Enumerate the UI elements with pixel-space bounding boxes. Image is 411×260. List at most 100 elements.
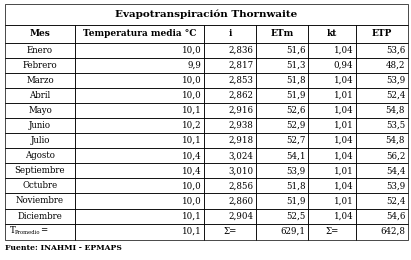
Bar xyxy=(256,73,308,88)
Bar xyxy=(5,148,75,163)
Text: 1,01: 1,01 xyxy=(333,197,353,205)
Bar xyxy=(308,25,356,43)
Bar xyxy=(5,73,75,88)
Bar xyxy=(356,25,408,43)
Text: Promedio: Promedio xyxy=(15,230,41,236)
Bar xyxy=(5,88,75,103)
Bar xyxy=(308,224,356,240)
Bar xyxy=(5,58,75,73)
Text: 56,2: 56,2 xyxy=(386,151,405,160)
Bar xyxy=(5,209,75,224)
Text: 53,9: 53,9 xyxy=(286,166,306,175)
Bar xyxy=(308,73,356,88)
Bar xyxy=(256,193,308,209)
Text: 1,04: 1,04 xyxy=(334,151,353,160)
Bar xyxy=(256,163,308,178)
Bar xyxy=(256,148,308,163)
Text: 53,6: 53,6 xyxy=(386,46,405,55)
Bar xyxy=(308,88,356,103)
Text: 10,0: 10,0 xyxy=(182,197,201,205)
Text: 629,1: 629,1 xyxy=(281,227,306,236)
Text: Enero: Enero xyxy=(27,46,53,55)
Text: 2,862: 2,862 xyxy=(229,91,254,100)
Bar xyxy=(75,103,204,118)
Bar xyxy=(308,133,356,148)
Text: Mayo: Mayo xyxy=(28,106,52,115)
Bar xyxy=(204,193,256,209)
Text: Abril: Abril xyxy=(29,91,51,100)
Bar xyxy=(356,118,408,133)
Text: 52,6: 52,6 xyxy=(286,106,306,115)
Bar xyxy=(204,118,256,133)
Bar xyxy=(75,88,204,103)
Text: Septiembre: Septiembre xyxy=(15,166,65,175)
Bar xyxy=(308,209,356,224)
Bar xyxy=(5,163,75,178)
Text: 10,1: 10,1 xyxy=(182,227,201,236)
Bar xyxy=(356,73,408,88)
Text: 1,01: 1,01 xyxy=(333,91,353,100)
Bar xyxy=(356,88,408,103)
Text: Σ=: Σ= xyxy=(224,227,237,236)
Bar xyxy=(75,25,204,43)
Bar xyxy=(204,148,256,163)
Text: 51,8: 51,8 xyxy=(286,76,306,85)
Bar xyxy=(356,224,408,240)
Text: 1,04: 1,04 xyxy=(334,212,353,220)
Bar xyxy=(5,25,75,43)
Text: 10,0: 10,0 xyxy=(182,181,201,190)
Text: 10,4: 10,4 xyxy=(182,151,201,160)
Text: Noviembre: Noviembre xyxy=(16,197,64,205)
Bar xyxy=(75,209,204,224)
Text: 9,9: 9,9 xyxy=(188,61,201,70)
Bar xyxy=(75,133,204,148)
Text: ETm: ETm xyxy=(270,29,294,38)
Text: Σ=: Σ= xyxy=(325,227,339,236)
Text: 1,01: 1,01 xyxy=(333,121,353,130)
Bar xyxy=(75,224,204,240)
Bar xyxy=(75,148,204,163)
Text: Febrero: Febrero xyxy=(23,61,57,70)
Bar xyxy=(5,118,75,133)
Text: 10,1: 10,1 xyxy=(182,136,201,145)
Bar xyxy=(75,193,204,209)
Text: 52,5: 52,5 xyxy=(286,212,306,220)
Text: 53,9: 53,9 xyxy=(386,181,405,190)
Bar xyxy=(356,103,408,118)
Text: 2,904: 2,904 xyxy=(229,212,254,220)
Bar xyxy=(356,58,408,73)
Bar xyxy=(204,163,256,178)
Text: 2,916: 2,916 xyxy=(229,106,254,115)
Text: 51,6: 51,6 xyxy=(286,46,306,55)
Text: 53,5: 53,5 xyxy=(386,121,405,130)
Bar xyxy=(5,4,408,25)
Bar xyxy=(256,209,308,224)
Bar xyxy=(308,163,356,178)
Bar xyxy=(256,224,308,240)
Text: 10,4: 10,4 xyxy=(182,166,201,175)
Text: 52,9: 52,9 xyxy=(286,121,306,130)
Text: 0,94: 0,94 xyxy=(334,61,353,70)
Text: 10,0: 10,0 xyxy=(182,91,201,100)
Text: 1,04: 1,04 xyxy=(334,46,353,55)
Bar xyxy=(356,43,408,58)
Bar xyxy=(256,103,308,118)
Text: 3,010: 3,010 xyxy=(229,166,254,175)
Text: 1,04: 1,04 xyxy=(334,136,353,145)
Text: T: T xyxy=(10,226,16,235)
Text: i: i xyxy=(229,29,232,38)
Text: Diciembre: Diciembre xyxy=(18,212,62,220)
Bar xyxy=(308,148,356,163)
Text: 54,8: 54,8 xyxy=(386,136,405,145)
Text: 10,1: 10,1 xyxy=(182,106,201,115)
Bar xyxy=(75,58,204,73)
Bar xyxy=(356,209,408,224)
Bar xyxy=(5,224,75,240)
Text: 10,2: 10,2 xyxy=(182,121,201,130)
Text: 51,9: 51,9 xyxy=(286,197,306,205)
Bar xyxy=(75,73,204,88)
Bar xyxy=(204,178,256,193)
Text: 10,1: 10,1 xyxy=(182,212,201,220)
Text: 48,2: 48,2 xyxy=(386,61,405,70)
Text: 2,856: 2,856 xyxy=(229,181,254,190)
